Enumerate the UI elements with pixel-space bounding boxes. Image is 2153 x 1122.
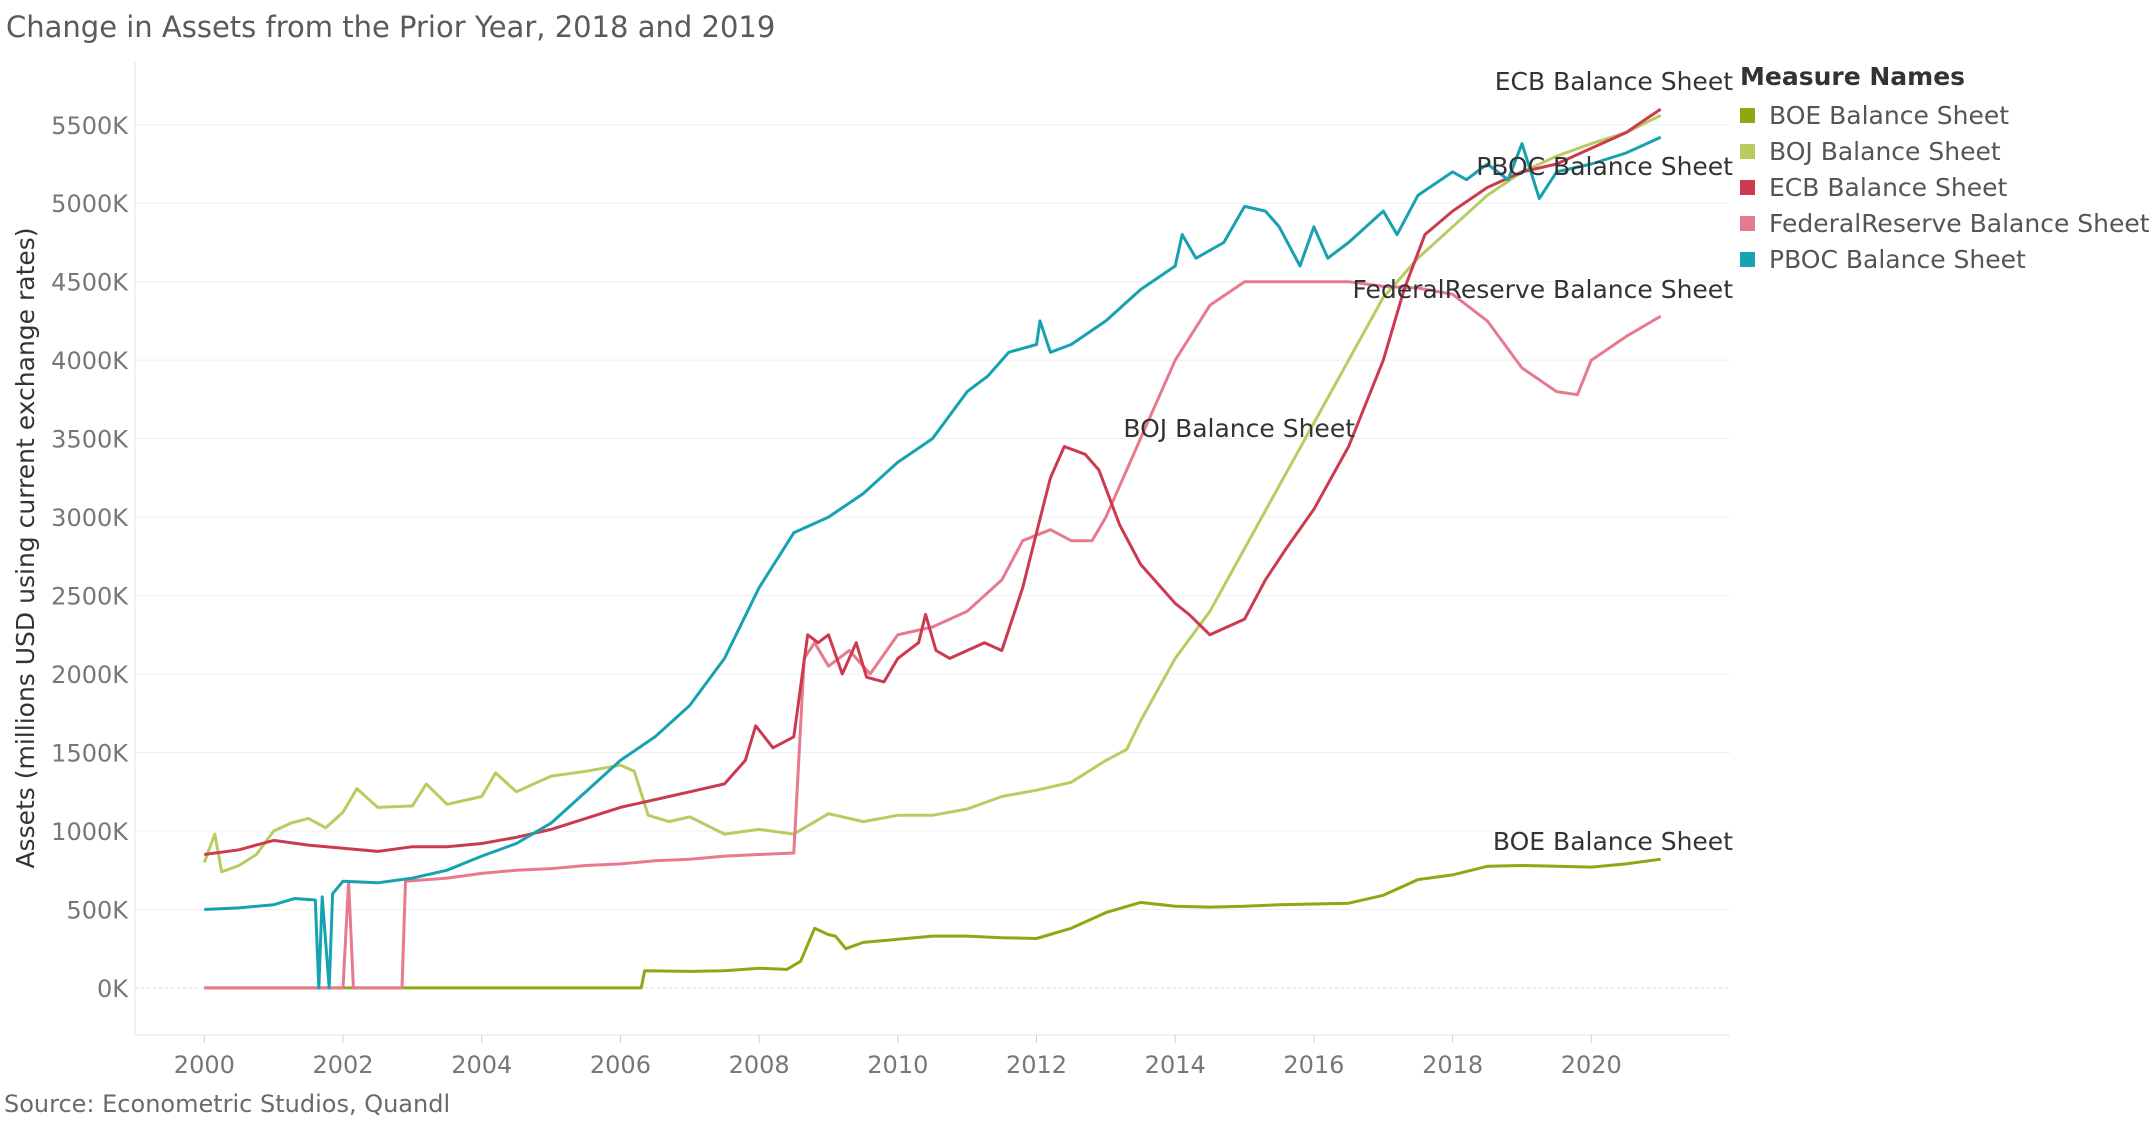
legend-swatch <box>1740 215 1755 231</box>
series-end-label: FederalReserve Balance Sheet <box>1352 275 1733 304</box>
legend-label: ECB Balance Sheet <box>1769 172 2008 202</box>
legend-item[interactable]: BOJ Balance Sheet <box>1740 133 2150 169</box>
x-axis-ticks: 2000 2002 2004 2006 2008 2010 2012 2014 2016 2018… <box>174 1035 1622 1079</box>
y-tick-label: 2500K <box>51 583 129 611</box>
series-end-label: PBOC Balance Sheet <box>1476 152 1733 181</box>
x-tick-label: 2012 <box>1006 1051 1067 1079</box>
y-tick-label: 0K <box>97 975 129 1003</box>
series-end-label: ECB Balance Sheet <box>1495 67 1733 96</box>
legend-swatch <box>1740 179 1755 195</box>
x-tick-label: 2000 <box>174 1051 235 1079</box>
legend-swatch <box>1740 107 1755 123</box>
x-tick-label: 2004 <box>451 1051 512 1079</box>
gridlines <box>134 62 1730 1036</box>
y-tick-label: 4000K <box>51 347 129 375</box>
legend-swatch <box>1740 251 1755 267</box>
y-axis-label: Assets (millions USD using current excha… <box>11 227 40 868</box>
x-tick-label: 2006 <box>590 1051 651 1079</box>
series-end-labels: BOE Balance Sheet BOJ Balance Sheet ECB Ba… <box>1123 67 1733 856</box>
series-lines <box>202 107 1662 990</box>
x-tick-label: 2020 <box>1561 1051 1622 1079</box>
y-tick-label: 3000K <box>51 504 129 532</box>
series-line-federalreserve-balance-sheet <box>204 280 1662 990</box>
series-line-ecb-balance-sheet <box>204 107 1662 856</box>
y-tick-label: 5000K <box>51 190 129 218</box>
y-tick-label: 500K <box>66 896 129 924</box>
legend-item[interactable]: FederalReserve Balance Sheet <box>1740 205 2150 241</box>
y-tick-label: 1000K <box>51 818 129 846</box>
legend-item[interactable]: BOE Balance Sheet <box>1740 97 2150 133</box>
series-line-boe-balance-sheet <box>204 857 1661 990</box>
series-line-boj-balance-sheet <box>202 114 1662 874</box>
y-tick-label: 4500K <box>51 269 129 297</box>
series-end-label: BOE Balance Sheet <box>1493 827 1733 856</box>
legend-item[interactable]: PBOC Balance Sheet <box>1740 241 2150 277</box>
x-tick-label: 2002 <box>313 1051 374 1079</box>
x-tick-label: 2008 <box>729 1051 790 1079</box>
y-tick-label: 2000K <box>51 661 129 689</box>
y-tick-label: 1500K <box>51 740 129 768</box>
chart-title: Change in Assets from the Prior Year, 20… <box>6 10 776 44</box>
legend-label: BOJ Balance Sheet <box>1769 136 2001 166</box>
legend-label: FederalReserve Balance Sheet <box>1769 208 2150 238</box>
legend-label: BOE Balance Sheet <box>1769 100 2010 130</box>
series-end-label: BOJ Balance Sheet <box>1123 414 1355 443</box>
legend-label: PBOC Balance Sheet <box>1769 244 2026 274</box>
x-tick-label: 2016 <box>1283 1051 1344 1079</box>
source-note: Source: Econometric Studios, Quandl <box>4 1090 451 1118</box>
legend-item[interactable]: ECB Balance Sheet <box>1740 169 2150 205</box>
series-line-pboc-balance-sheet <box>204 135 1662 990</box>
x-tick-label: 2018 <box>1422 1051 1483 1079</box>
legend: Measure Names BOE Balance Sheet BOJ Balan… <box>1740 62 2150 277</box>
legend-swatch <box>1740 143 1755 159</box>
legend-items: BOE Balance Sheet BOJ Balance Sheet ECB Ba… <box>1740 97 2150 277</box>
y-axis-ticks: 0K 500K 1000K 1500K 2000K 2500K 3000K 3500K 4000… <box>51 112 129 1003</box>
x-tick-label: 2014 <box>1145 1051 1206 1079</box>
y-tick-label: 3500K <box>51 426 129 454</box>
legend-title: Measure Names <box>1740 62 1966 91</box>
y-tick-label: 5500K <box>51 112 129 140</box>
x-tick-label: 2010 <box>867 1051 928 1079</box>
